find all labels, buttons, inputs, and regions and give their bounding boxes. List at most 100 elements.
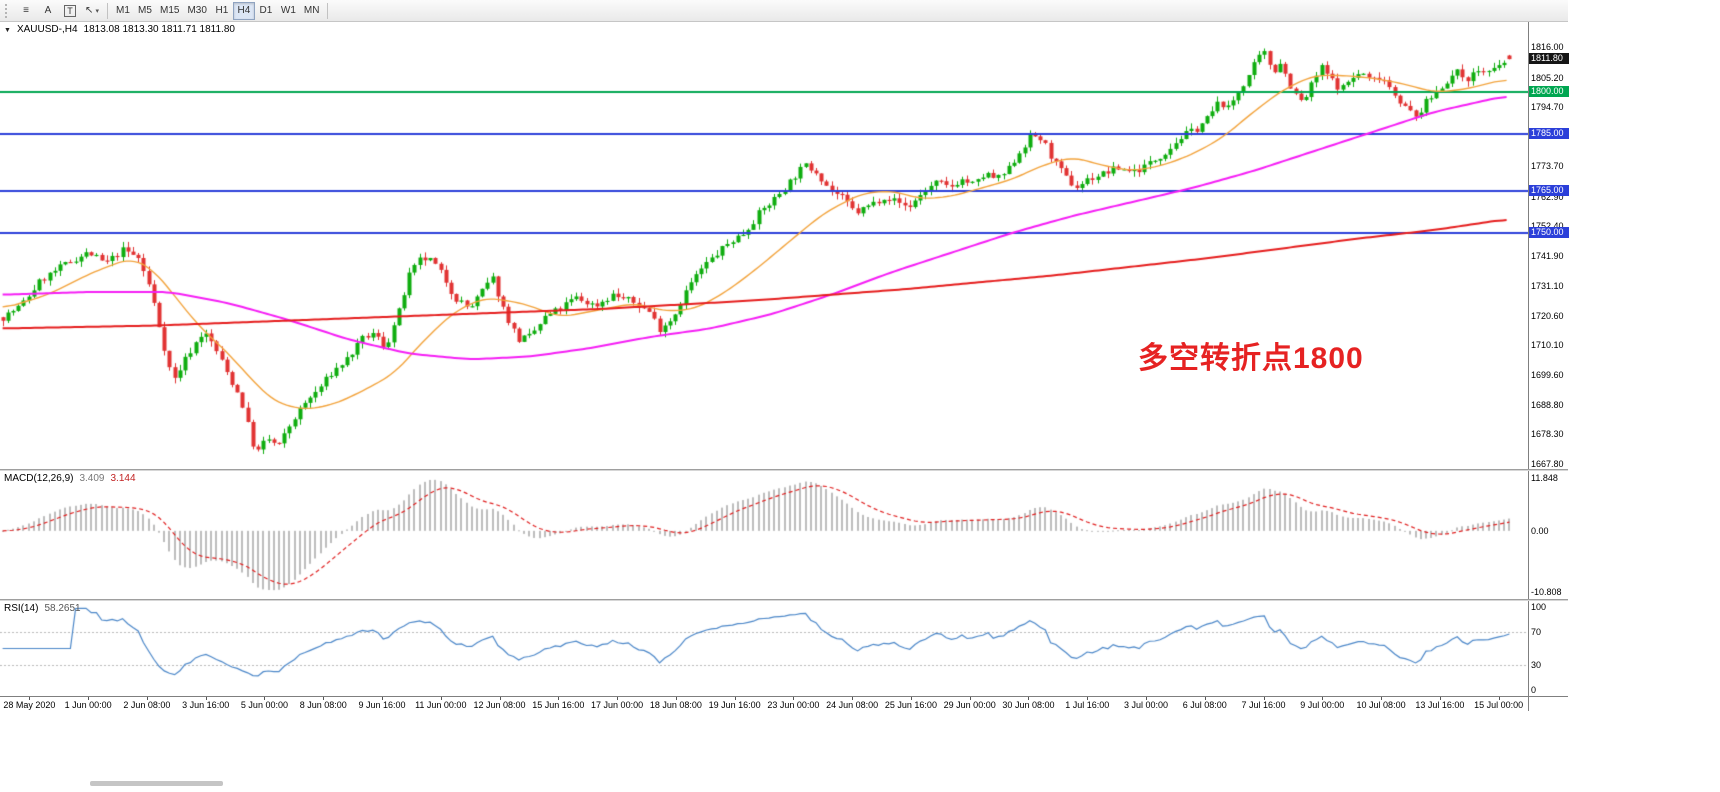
- time-tick-label: 13 Jul 16:00: [1415, 700, 1465, 710]
- rsi-axis[interactable]: 100 70 30 0: [1528, 601, 1568, 696]
- time-axis-row: 28 May 2020 1 Jun 00:00 2 Jun 08:00 3 Jun 1…: [0, 696, 1568, 711]
- panel-separator[interactable]: [0, 469, 1568, 471]
- time-tick-mark: [1322, 697, 1324, 700]
- cursor-glyph: ↖: [85, 4, 94, 16]
- text-label-icon[interactable]: A: [37, 2, 59, 20]
- cursor-tool-icon[interactable]: ↖ ▾: [81, 2, 103, 20]
- timeframe-w1-button[interactable]: W1: [277, 2, 300, 20]
- time-tick-label: 3 Jun 16:00: [182, 700, 230, 710]
- axis-corner: [1528, 696, 1568, 711]
- rsi-name: RSI(14): [4, 603, 39, 614]
- macd-value-main: 3.409: [79, 473, 105, 484]
- price-tick-label: 1752.40: [1531, 221, 1564, 231]
- price-tick-label: 1688.80: [1531, 399, 1564, 410]
- text-tool-glyph: T: [64, 4, 76, 17]
- time-axis[interactable]: 28 May 2020 1 Jun 00:00 2 Jun 08:00 3 Jun 1…: [0, 696, 1528, 711]
- rsi-canvas[interactable]: [0, 601, 1528, 696]
- time-tick-label: 11 Jun 00:00: [415, 700, 467, 710]
- rsi-scale-label: 70: [1531, 626, 1542, 637]
- time-tick-label: 30 Jun 08:00: [1002, 700, 1055, 710]
- main-plot: ▼ XAUUSD-,H4 1813.08 1813.30 1811.71 181…: [0, 22, 1528, 469]
- time-tick-mark: [1087, 697, 1089, 700]
- time-tick-mark: [1204, 697, 1206, 700]
- ohlc-values: 1813.08 1813.30 1811.71 1811.80: [83, 24, 235, 35]
- chevron-down-icon: ▾: [95, 7, 99, 15]
- time-tick-label: 8 Jun 08:00: [299, 700, 347, 710]
- price-tick-label: 1731.10: [1531, 280, 1564, 291]
- time-tick-mark: [382, 697, 383, 700]
- price-tick-label: 1678.30: [1531, 429, 1564, 440]
- time-tick-label: 17 Jun 00:00: [591, 700, 644, 710]
- price-tick-label: 1741.90: [1531, 250, 1564, 261]
- time-tick-label: 25 Jun 16:00: [884, 700, 937, 710]
- time-tick-label: 5 Jun 00:00: [240, 700, 288, 710]
- time-tick-label: 24 Jun 08:00: [826, 700, 879, 710]
- price-tick-label: 1816.00: [1531, 42, 1564, 53]
- macd-value-signal: 3.144: [110, 473, 136, 484]
- time-tick-label: 9 Jul 00:00: [1300, 700, 1345, 710]
- timeframe-d1-button[interactable]: D1: [255, 2, 277, 20]
- price-badge-1800.00: 1800.00: [1529, 86, 1569, 98]
- time-tick-mark: [1439, 697, 1441, 700]
- price-tick-label: 1720.60: [1531, 310, 1564, 321]
- time-tick-mark: [675, 697, 677, 700]
- time-tick-mark: [910, 697, 912, 700]
- text-tool-icon[interactable]: T: [59, 2, 81, 20]
- time-tick-label: 10 Jul 08:00: [1356, 700, 1406, 710]
- price-badge-1785.00: 1785.00: [1529, 128, 1569, 140]
- time-tick-mark: [440, 697, 442, 700]
- rsi-plot: RSI(14) 58.2651: [0, 601, 1528, 696]
- chart-list-icon[interactable]: ≡: [15, 2, 37, 20]
- macd-zero-label: 0.00: [1531, 525, 1549, 536]
- macd-header: MACD(12,26,9) 3.409 3.144: [4, 473, 136, 484]
- timeframe-h1-button[interactable]: H1: [211, 2, 233, 20]
- macd-canvas[interactable]: [0, 471, 1528, 599]
- time-tick-mark: [88, 697, 90, 700]
- time-tick-mark: [558, 697, 560, 700]
- price-axis[interactable]: 1816.00 1805.20 1794.70 1773.70 1762.90 1752.…: [1528, 22, 1569, 469]
- time-tick-mark: [1146, 697, 1147, 700]
- time-tick-mark: [264, 697, 266, 700]
- price-tick-label: 1667.80: [1531, 458, 1564, 469]
- time-tick-label: 23 Jun 00:00: [767, 700, 820, 710]
- timeframe-m5-button[interactable]: M5: [134, 2, 156, 20]
- macd-plot: MACD(12,26,9) 3.409 3.144: [0, 471, 1528, 599]
- timeframe-m30-button[interactable]: M30: [183, 2, 210, 20]
- main-chart-canvas[interactable]: [0, 22, 1528, 469]
- time-tick-mark: [969, 697, 971, 700]
- timeframe-h4-button[interactable]: H4: [232, 1, 255, 20]
- timeframe-buttons: M1 M5 M15 M30 H1 H4 D1 W1 MN: [112, 1, 324, 20]
- toolbar-separator: [107, 2, 108, 19]
- collapse-icon[interactable]: ▼: [4, 27, 11, 34]
- timeframe-m1-button[interactable]: M1: [112, 2, 134, 20]
- timeframe-mn-button[interactable]: MN: [300, 2, 324, 20]
- time-tick-label: 9 Jun 16:00: [358, 700, 406, 710]
- price-badge-1765.00: 1765.00: [1529, 184, 1569, 196]
- price-tick-label: 1710.10: [1531, 340, 1564, 351]
- annotation-text: 多空转折点1800: [1138, 342, 1364, 375]
- toolbar-grip[interactable]: [5, 3, 10, 18]
- price-tick-label: 1805.20: [1531, 72, 1564, 83]
- price-tick-label: 1794.70: [1531, 102, 1564, 113]
- symbol-period: XAUUSD-,H4: [16, 24, 78, 35]
- time-tick-mark: [1381, 697, 1383, 700]
- time-tick-mark: [617, 697, 619, 700]
- time-tick-mark: [1263, 697, 1265, 700]
- panel-separator[interactable]: [0, 599, 1568, 601]
- chart-title: ▼ XAUUSD-,H4 1813.08 1813.30 1811.71 181…: [4, 24, 235, 35]
- time-tick-mark: [146, 697, 148, 700]
- timeframe-m15-button[interactable]: M15: [156, 2, 183, 20]
- horizontal-scrollbar-thumb[interactable]: [90, 781, 223, 786]
- main-chart-panel: ▼ XAUUSD-,H4 1813.08 1813.30 1811.71 181…: [0, 22, 1569, 469]
- rsi-scale-label: 100: [1531, 602, 1547, 612]
- price-tick-label: 1699.60: [1531, 369, 1564, 380]
- time-tick-mark: [1028, 697, 1030, 700]
- price-tick-label: 1773.70: [1531, 161, 1564, 172]
- time-tick-label: 1 Jul 16:00: [1065, 700, 1110, 710]
- time-tick-label: 18 Jun 08:00: [649, 700, 702, 710]
- bottom-area: [0, 711, 1720, 792]
- rsi-scale-label: 30: [1531, 660, 1542, 671]
- macd-axis[interactable]: 11.848 0.00 -10.808: [1528, 471, 1568, 599]
- toolbar-separator: [327, 2, 329, 19]
- rsi-value: 58.2651: [44, 603, 81, 614]
